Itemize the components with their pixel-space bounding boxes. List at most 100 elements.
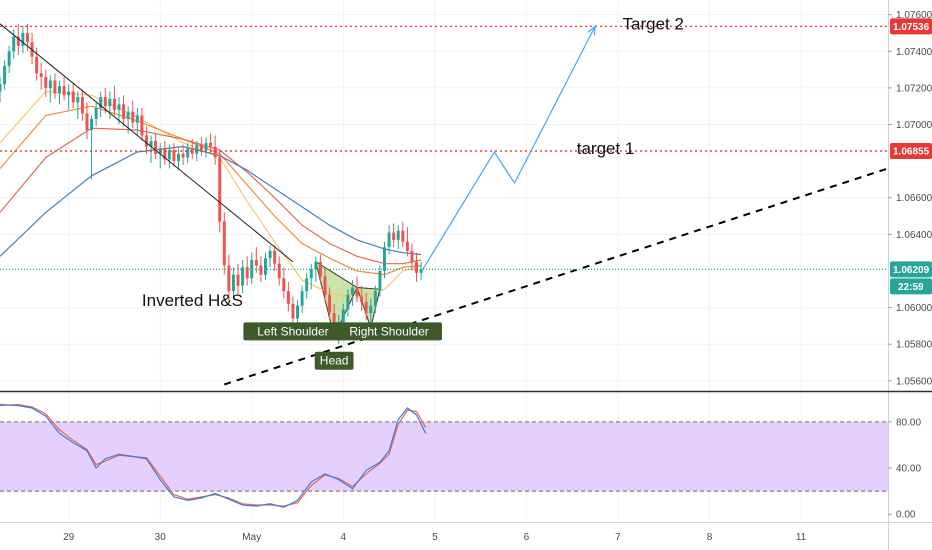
drawing-layer: Target 2 target 1 Inverted H&S Left Shoulde… bbox=[0, 14, 889, 386]
candle-up bbox=[350, 287, 354, 295]
candle-down bbox=[277, 263, 281, 279]
candle-down bbox=[259, 265, 263, 275]
candle-up bbox=[241, 267, 245, 286]
candle-up bbox=[167, 150, 171, 160]
candle-down bbox=[103, 97, 107, 107]
candle-down bbox=[323, 276, 327, 295]
candle-down bbox=[328, 294, 332, 314]
candle-up bbox=[263, 258, 267, 275]
candle-up bbox=[99, 97, 103, 109]
candle-down bbox=[163, 148, 167, 160]
price-tag-label: 1.06209 bbox=[893, 265, 930, 276]
oscillator-k-line bbox=[0, 403, 427, 508]
candle-down bbox=[405, 241, 409, 251]
candle-up bbox=[396, 230, 400, 240]
time-tick-label: May bbox=[242, 532, 261, 543]
price-tick-label: 1.05800 bbox=[896, 340, 932, 351]
candle-down bbox=[318, 261, 322, 277]
candle-down bbox=[222, 221, 226, 266]
candle-down bbox=[39, 73, 43, 77]
candle-up bbox=[0, 84, 2, 92]
candle-up bbox=[48, 80, 52, 88]
candle-up bbox=[186, 148, 190, 158]
candle-up bbox=[117, 104, 121, 110]
candle-down bbox=[236, 274, 240, 286]
head-badge: Head bbox=[314, 351, 354, 370]
candle-down bbox=[332, 313, 336, 330]
left-shoulder-badge: Left Shoulder bbox=[243, 322, 343, 341]
candle-down bbox=[360, 296, 364, 303]
candle-up bbox=[7, 51, 11, 66]
downtrend-line bbox=[0, 23, 294, 263]
countdown-background bbox=[890, 278, 932, 295]
candle-up bbox=[341, 309, 345, 323]
time-tick-label: 4 bbox=[341, 532, 347, 543]
candle-up bbox=[231, 274, 235, 292]
candle-up bbox=[300, 291, 304, 306]
price-tick-label: 1.07600 bbox=[896, 10, 932, 21]
time-tick-label: 29 bbox=[63, 532, 75, 543]
candle-up bbox=[383, 247, 386, 271]
candle-down bbox=[122, 104, 126, 120]
price-tag-background bbox=[890, 261, 932, 278]
candle-up bbox=[268, 250, 272, 259]
countdown-label: 22:59 bbox=[898, 282, 924, 293]
price-tag-label: 1.07536 bbox=[893, 22, 930, 33]
candle-down bbox=[286, 291, 290, 304]
projection-arrow bbox=[422, 26, 596, 270]
badge-background bbox=[314, 351, 354, 370]
candle-up bbox=[378, 270, 382, 292]
candle-down bbox=[213, 146, 217, 158]
price-tick-label: 1.07200 bbox=[896, 83, 932, 94]
badge-label: Left Shoulder bbox=[257, 324, 328, 338]
candle-up bbox=[94, 108, 98, 120]
candle-up bbox=[387, 232, 391, 248]
candle-up bbox=[12, 36, 16, 52]
time-tick-label: 7 bbox=[615, 532, 621, 543]
candle-down bbox=[62, 86, 66, 96]
time-tick-label: 5 bbox=[432, 532, 438, 543]
oscillator-tick-label: 40.00 bbox=[896, 464, 921, 475]
candle-down bbox=[190, 148, 194, 154]
candle-down bbox=[80, 97, 84, 114]
candle-down bbox=[355, 287, 359, 297]
projection-arrowhead bbox=[587, 24, 596, 36]
badge-label: Head bbox=[320, 354, 349, 368]
price-tick-label: 1.05600 bbox=[896, 376, 932, 387]
candle-down bbox=[85, 113, 89, 130]
right-shoulder-badge: Right Shoulder bbox=[336, 322, 442, 341]
price-tick-label: 1.07000 bbox=[896, 120, 932, 131]
candle-down bbox=[35, 56, 39, 74]
target-1-level-tag: 1.06855 bbox=[890, 143, 932, 160]
candle-down bbox=[44, 76, 48, 88]
candle-layer bbox=[0, 23, 423, 345]
oscillator-layer bbox=[0, 403, 888, 508]
price-tick-label: 1.06600 bbox=[896, 193, 932, 204]
ma-orange bbox=[0, 105, 422, 276]
time-tick-label: 6 bbox=[524, 532, 530, 543]
ma-red bbox=[0, 127, 422, 265]
candle-down bbox=[199, 144, 203, 151]
candle-up bbox=[309, 269, 313, 279]
oscillator-tick-label: 80.00 bbox=[896, 417, 921, 428]
pattern-label: Inverted H&S bbox=[142, 291, 243, 310]
candle-up bbox=[76, 97, 80, 103]
target-2-level-tag: 1.07536 bbox=[890, 18, 932, 35]
candle-down bbox=[254, 260, 258, 266]
oscillator-band bbox=[0, 421, 888, 492]
price-tag-background bbox=[890, 143, 932, 160]
candle-down bbox=[410, 250, 414, 262]
candle-up bbox=[195, 144, 199, 154]
candle-up bbox=[250, 260, 254, 279]
candle-down bbox=[401, 230, 405, 242]
time-tick-label: 8 bbox=[707, 532, 713, 543]
countdown-tag: 22:59 bbox=[890, 278, 932, 295]
candle-down bbox=[16, 36, 20, 46]
candle-down bbox=[392, 232, 396, 240]
candle-down bbox=[282, 278, 286, 292]
candle-up bbox=[21, 32, 25, 46]
candle-down bbox=[154, 140, 158, 154]
